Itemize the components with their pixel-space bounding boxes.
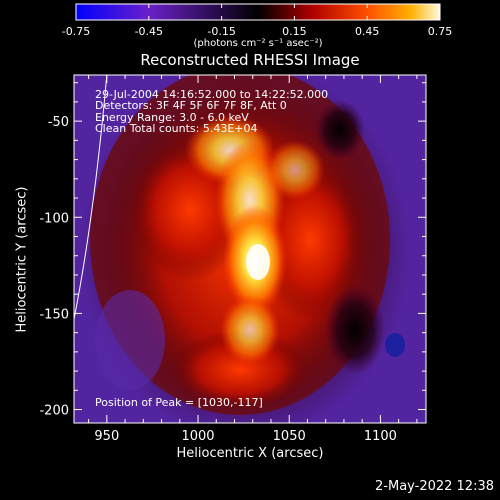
colorbar-tick-label: -0.45 (135, 25, 163, 38)
colorbar-tick-label: -0.15 (207, 25, 235, 38)
colorbar-tick-label: 0.75 (428, 25, 453, 38)
y-tick-label: -200 (39, 404, 69, 419)
info-energy-range: Energy Range: 3.0 - 6.0 keV (95, 111, 249, 124)
colorbar-unit-label: (photons cm⁻² s⁻¹ asec⁻²) (193, 38, 323, 49)
info-detectors: Detectors: 3F 4F 5F 6F 7F 8F, Att 0 (95, 99, 287, 112)
plot-frame (73, 74, 427, 424)
solar-limb-curve (73, 74, 108, 320)
colorbar-tick-label: 0.15 (282, 25, 307, 38)
footer-date: 2-May-2022 12:38 (375, 479, 494, 494)
x-tick-label: 950 (94, 429, 119, 444)
heatmap-image (74, 75, 426, 423)
colorbar-gradient (75, 3, 441, 21)
colorbar: -0.75 -0.45 -0.15 0.15 0.45 0.75 (62, 3, 452, 38)
y-tick-label: -100 (39, 211, 69, 226)
info-clean-counts: Clean Total counts: 5.43E+04 (95, 122, 258, 135)
colorbar-tick-label: 0.45 (355, 25, 380, 38)
x-tick-label: 1100 (364, 429, 397, 444)
colorbar-ticks: -0.75 -0.45 -0.15 0.15 0.45 0.75 (62, 4, 452, 38)
colorbar-tick-label: -0.75 (62, 25, 90, 38)
y-axis-label: Heliocentric Y (arcsec) (14, 186, 30, 333)
chart-title: Reconstructed RHESSI Image (140, 51, 360, 69)
info-time-range: 29-Jul-2004 14:16:52.000 to 14:22:52.000 (95, 88, 329, 101)
y-tick-label: -50 (48, 115, 69, 130)
x-axis-label: Heliocentric X (arcsec) (176, 446, 324, 461)
axes-ticks: 950 1000 1050 1100 -50 -100 -150 -200 (39, 75, 426, 444)
x-tick-label: 1000 (181, 429, 214, 444)
peak-position-label: Position of Peak = [1030,-117] (95, 396, 263, 409)
x-tick-label: 1050 (273, 429, 306, 444)
y-tick-label: -150 (39, 307, 69, 322)
